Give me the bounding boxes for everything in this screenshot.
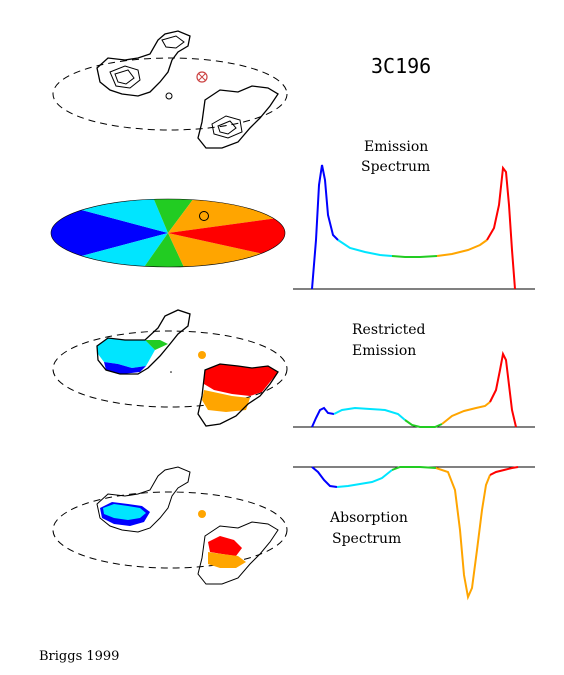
- emission-label-line2: Spectrum: [361, 159, 430, 175]
- lobe-contour-left: [109, 65, 141, 89]
- velocity-wedge-red: [168, 215, 285, 262]
- emission-curve-green: [391, 255, 438, 258]
- lobe-outline-right: [197, 521, 279, 585]
- disk-outline: [52, 330, 288, 408]
- lobe-fill-blue: [104, 362, 146, 374]
- lobe-contour-right-inner: [217, 120, 237, 135]
- emission-curve-blue: [311, 164, 339, 290]
- absorption-fill-red: [208, 536, 242, 556]
- restricted-curve-orange: [441, 401, 491, 425]
- core-marker: [165, 92, 173, 100]
- emission-curve-red: [486, 165, 516, 290]
- absorption-curve-cyan: [336, 469, 393, 488]
- lobe-fill-green: [145, 340, 168, 350]
- velocity-wedge-blue: [51, 199, 168, 267]
- core-marker-filled: [198, 351, 206, 359]
- panel-source-contours: [52, 30, 288, 149]
- restricted-label-line1: Restricted: [352, 322, 426, 338]
- restricted-curve-blue: [311, 406, 335, 428]
- hotspot-contour-top: [161, 35, 185, 49]
- lobe-outline-right: [197, 363, 279, 427]
- restricted-curve-red: [489, 350, 517, 428]
- lobe-fill-cyan: [97, 338, 155, 368]
- galaxy-center-icon: [196, 71, 208, 83]
- emission-curve-cyan: [337, 239, 393, 257]
- lobe-outline-left: [96, 466, 191, 533]
- lobe-contour-left-inner: [114, 69, 135, 85]
- disk-outline: [52, 57, 288, 131]
- absorption-curve-red: [489, 466, 519, 476]
- credit-text: Briggs 1999: [39, 649, 119, 664]
- absorption-curve-green: [391, 466, 437, 471]
- restricted-spectrum: [293, 350, 535, 428]
- absorption-fill-cyan: [103, 504, 146, 520]
- panel-absorption-disk: [52, 466, 288, 585]
- emission-curve-orange: [436, 239, 488, 257]
- lobe-fill-orange: [202, 390, 250, 412]
- restricted-curve-green: [404, 419, 443, 428]
- emission-label-line1: Emission: [364, 139, 428, 155]
- chart-title: 3C196: [371, 54, 431, 78]
- lobe-outline-right: [197, 85, 279, 149]
- disk-edge: [50, 198, 286, 268]
- core-marker-filled: [198, 510, 206, 518]
- disk-outline: [52, 491, 288, 569]
- galaxy-center-cross-icon: [198, 73, 206, 81]
- velocity-wedge-cyan-lower: [51, 233, 168, 267]
- lobe-outline-left: [96, 30, 191, 97]
- restricted-label-line2: Emission: [352, 343, 416, 359]
- restricted-curve-cyan: [333, 406, 406, 421]
- velocity-wedge-green-upper: [150, 199, 200, 233]
- core-dot: [170, 371, 172, 373]
- panel-restricted-disk: [52, 309, 288, 427]
- absorption-label-line2: Spectrum: [332, 531, 401, 547]
- emission-spectrum: [293, 164, 535, 290]
- absorption-curve-orange: [435, 467, 491, 601]
- lobe-contour-right: [211, 115, 243, 139]
- panel-velocity-disk: [50, 198, 286, 268]
- lobe-fill-red: [204, 364, 278, 396]
- absorption-fill-orange: [208, 552, 246, 568]
- absorption-curve-blue: [311, 466, 338, 488]
- lobe-outline-left: [96, 309, 191, 375]
- velocity-wedge-orange-lower: [168, 233, 285, 267]
- velocity-wedge-green-lower: [135, 233, 190, 267]
- absorption-spectrum: [293, 466, 535, 601]
- core-marker: [199, 211, 209, 221]
- absorption-label-line1: Absorption: [329, 510, 408, 526]
